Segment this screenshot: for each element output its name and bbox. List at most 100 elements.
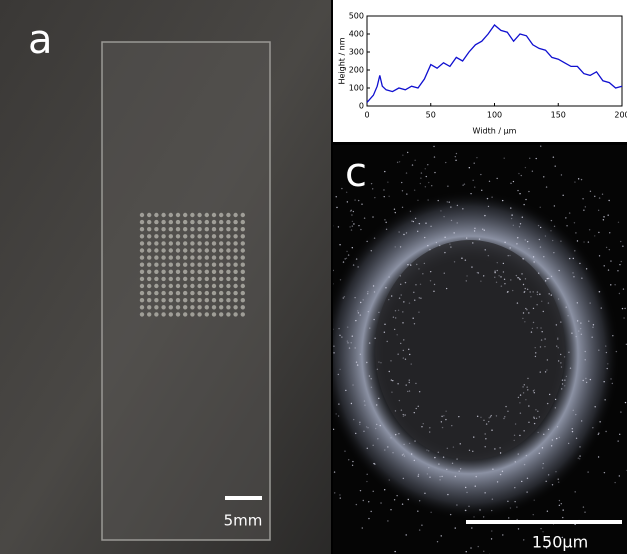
speck <box>556 345 558 347</box>
dot <box>211 298 217 303</box>
y-tick-label: 200 <box>349 66 364 75</box>
speck <box>526 491 528 493</box>
speck <box>366 473 368 476</box>
speck <box>444 251 446 254</box>
speck <box>588 320 590 322</box>
dot <box>204 298 209 303</box>
dot <box>183 290 188 296</box>
speck <box>472 179 474 182</box>
speck <box>476 156 478 159</box>
speck <box>483 419 485 422</box>
speck <box>352 264 355 266</box>
dot <box>240 269 245 274</box>
speck <box>510 182 512 184</box>
speck <box>490 414 492 417</box>
speck <box>603 471 606 474</box>
dot <box>226 305 231 310</box>
dot <box>240 212 245 218</box>
speck <box>618 292 621 295</box>
speck <box>402 349 405 352</box>
dot <box>168 241 173 246</box>
speck <box>471 266 473 268</box>
speck <box>582 198 584 200</box>
speck <box>352 460 354 463</box>
dot <box>190 312 195 317</box>
dot <box>183 305 188 310</box>
speck <box>383 489 386 491</box>
speck <box>522 392 525 394</box>
speck <box>546 359 549 361</box>
speck <box>422 273 424 275</box>
dot <box>233 241 238 246</box>
dot <box>204 283 209 289</box>
speck <box>462 208 464 210</box>
dot <box>168 219 173 225</box>
speck <box>418 391 421 393</box>
dot <box>211 262 217 267</box>
dot <box>168 312 173 317</box>
speck <box>536 293 539 296</box>
speck <box>530 296 532 298</box>
speck <box>491 530 493 532</box>
speck <box>350 402 353 405</box>
speck <box>351 246 354 249</box>
speck <box>488 417 490 419</box>
dot <box>175 255 181 260</box>
dot <box>175 298 181 303</box>
speck <box>384 219 386 221</box>
speck <box>496 481 499 483</box>
dot <box>197 283 202 289</box>
speck <box>361 203 363 205</box>
speck <box>548 393 551 396</box>
dot <box>147 219 152 225</box>
dot <box>139 241 145 246</box>
scale-label: 150µm <box>532 533 588 552</box>
dot <box>183 298 188 303</box>
speck <box>448 201 450 203</box>
speck <box>543 176 545 178</box>
speck <box>390 437 392 439</box>
speck <box>579 446 581 448</box>
dot <box>233 298 238 303</box>
speck <box>539 246 542 248</box>
dot <box>219 276 224 282</box>
speck <box>509 254 511 257</box>
speck <box>529 291 531 293</box>
speck <box>528 247 530 250</box>
speck <box>357 266 359 268</box>
speck <box>408 442 411 445</box>
speck <box>546 510 549 512</box>
speck <box>489 416 492 418</box>
speck <box>402 357 405 359</box>
speck <box>333 225 334 227</box>
speck <box>424 186 427 188</box>
speck <box>522 258 525 260</box>
speck <box>357 310 359 312</box>
speck <box>480 416 482 419</box>
speck <box>529 157 531 159</box>
speck <box>589 302 591 304</box>
speck <box>427 450 430 452</box>
speck <box>434 171 436 174</box>
speck <box>385 221 387 224</box>
speck <box>546 402 549 405</box>
speck <box>409 353 411 356</box>
speck <box>608 248 611 251</box>
speck <box>424 168 426 170</box>
speck <box>392 316 395 318</box>
speck <box>533 417 536 419</box>
speck <box>562 509 564 511</box>
speck <box>393 328 396 331</box>
speck <box>482 275 485 277</box>
speck <box>474 227 476 230</box>
dot <box>139 219 145 225</box>
speck <box>431 184 433 187</box>
speck <box>451 462 454 464</box>
dot <box>154 305 159 310</box>
dot <box>154 269 159 274</box>
dot <box>139 312 145 317</box>
speck <box>578 330 580 332</box>
dot <box>211 269 217 274</box>
speck <box>439 475 441 478</box>
speck <box>400 283 402 285</box>
